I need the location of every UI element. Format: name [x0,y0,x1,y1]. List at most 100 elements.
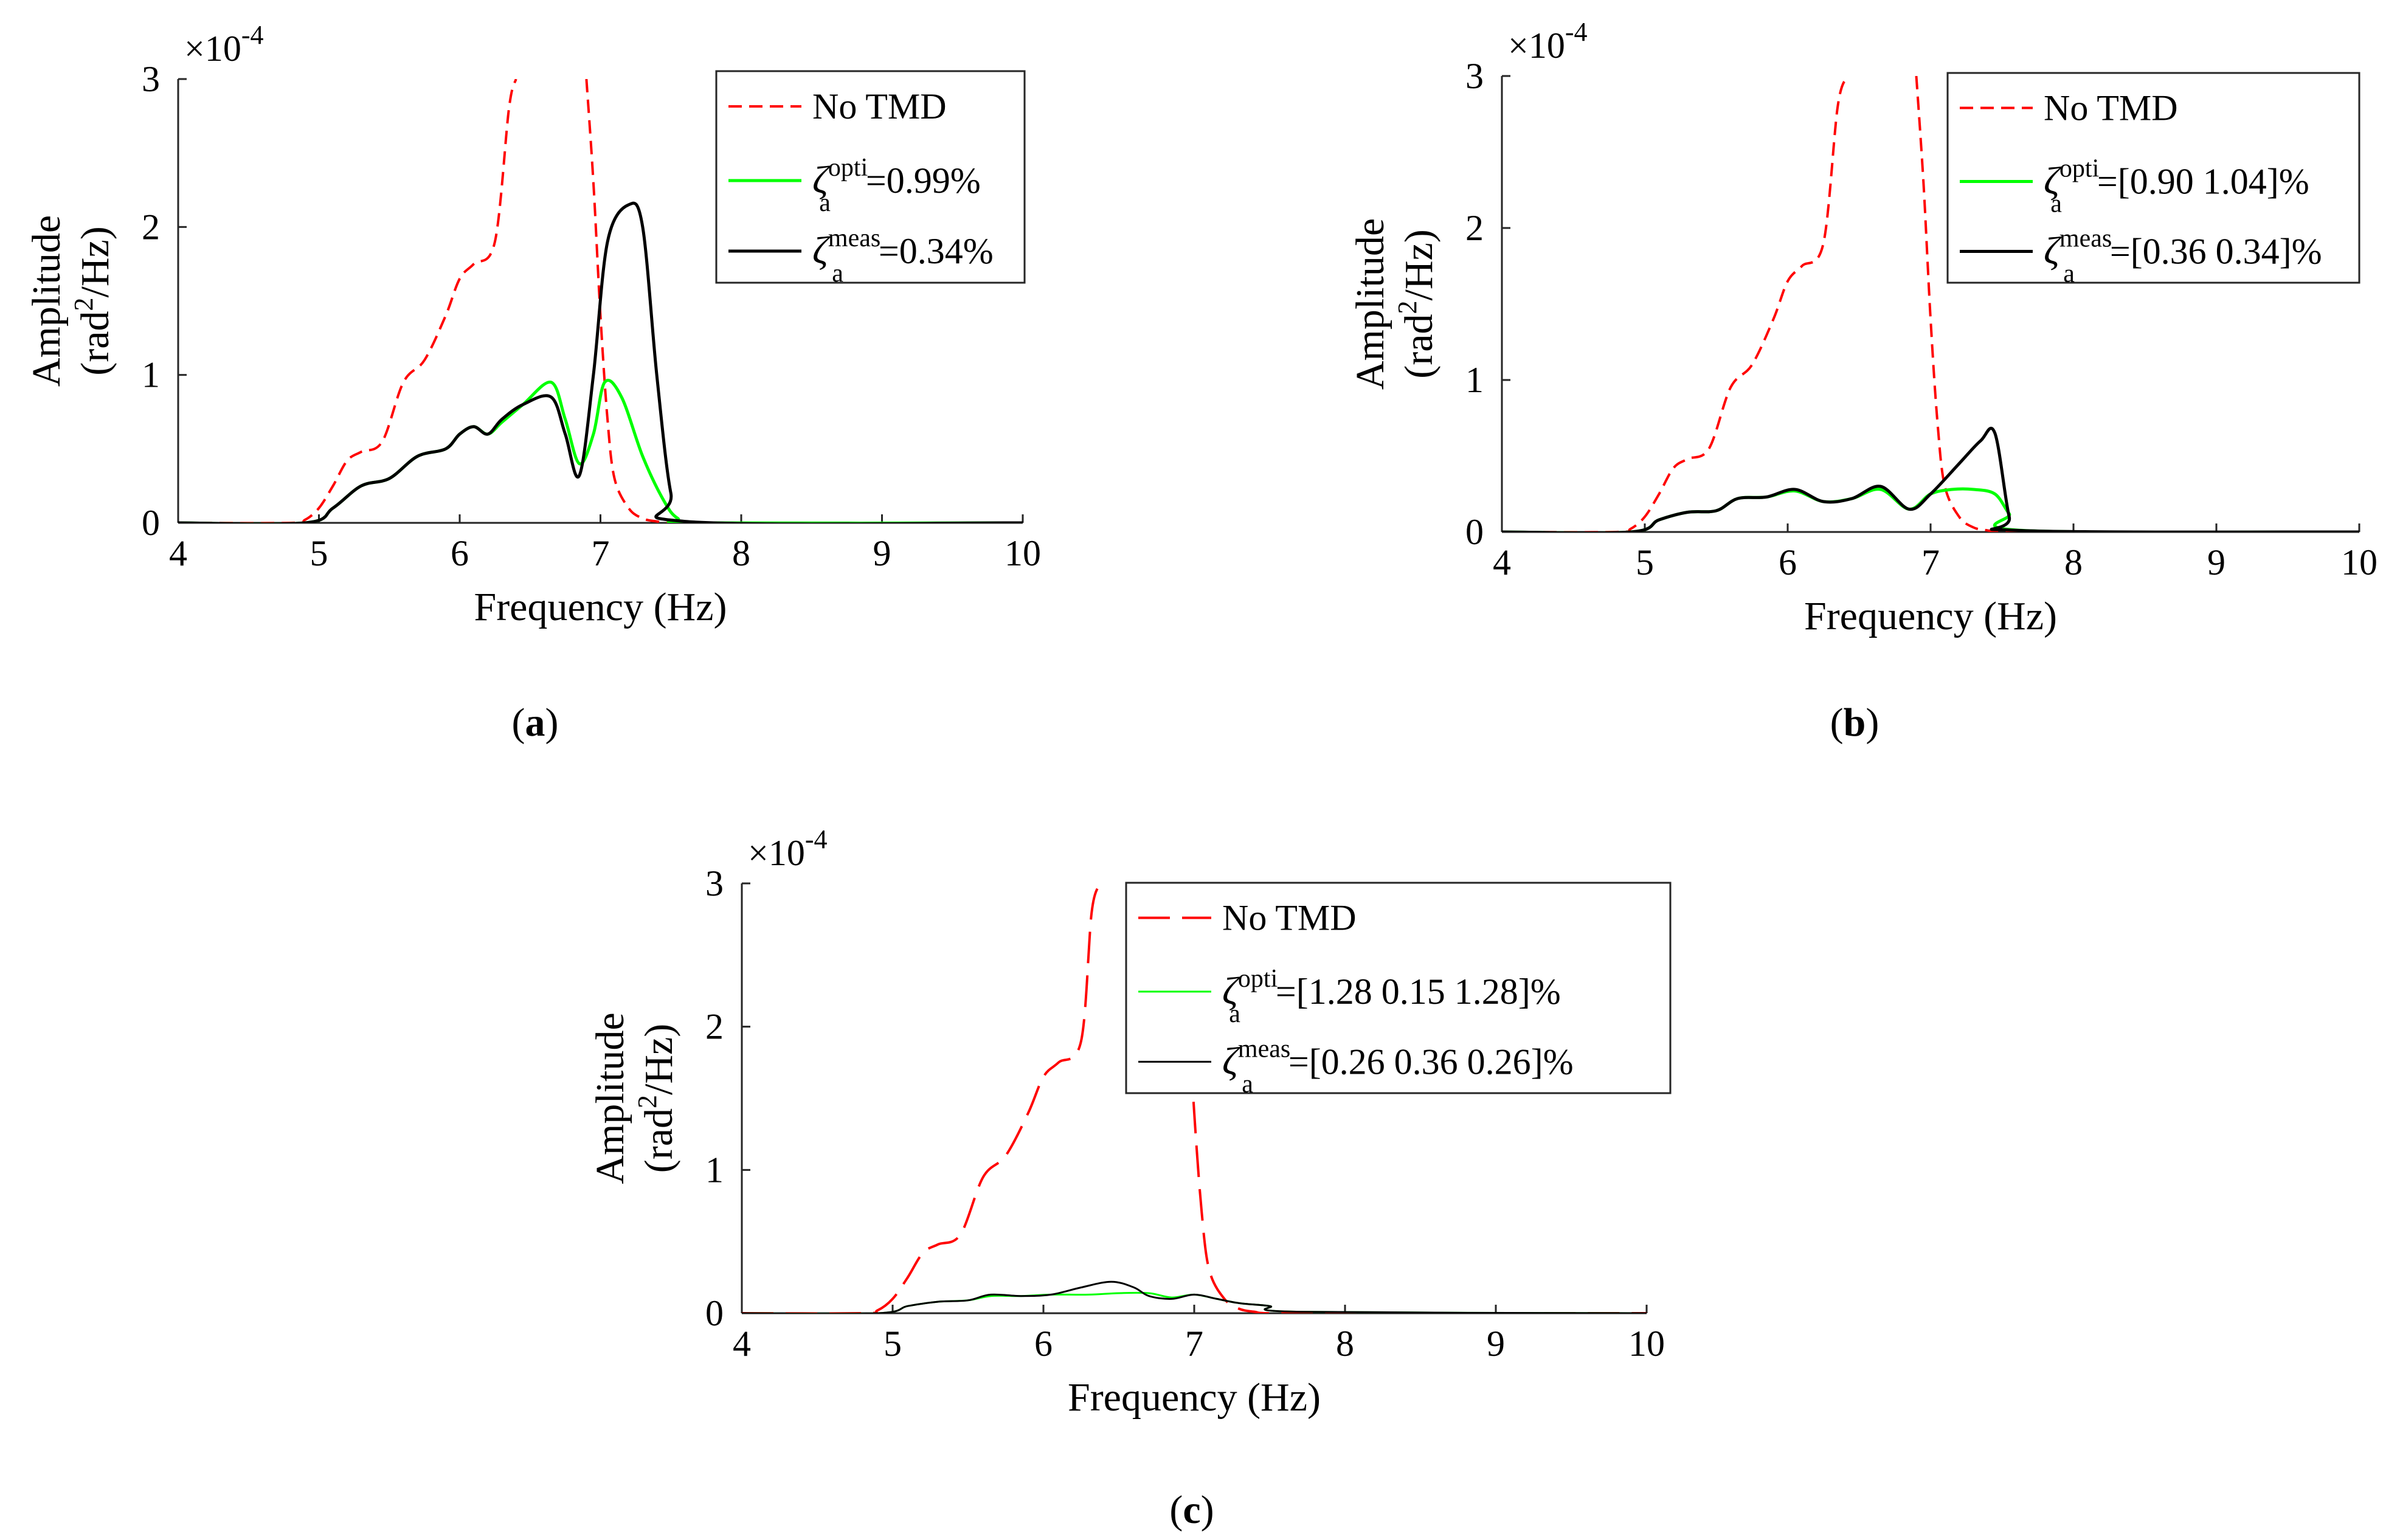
legend-superscript: meas [1238,1035,1290,1063]
legend-symbol: ζ [1222,1039,1240,1082]
panel-label-open: ( [512,700,525,745]
legend-symbol: ζ [812,229,831,272]
exponent-value: -4 [805,824,828,854]
legend-entry-3: ζmeas a =0.34% [812,224,994,288]
y-tick-label: 1 [705,1150,724,1190]
series-line-no-tmd [178,79,517,523]
legend-value: =[0.26 0.36 0.26]% [1288,1041,1574,1082]
panel-label: (b) [1830,700,1880,745]
legend-superscript: opti [1238,965,1278,993]
x-tick-label: 9 [873,533,891,573]
exponent-label: ×10-4 [748,824,828,873]
x-tick-label: 6 [1779,542,1797,582]
y-tick-label: 3 [1465,56,1484,96]
legend-subscript: a [1242,1070,1253,1098]
x-tick-label: 6 [451,533,469,573]
y-label-unit: (rad [73,311,117,376]
series-line-zeta-opti [178,379,1023,523]
panel-label: (a) [512,700,559,745]
x-tick-label: 7 [592,533,610,573]
x-axis-label: Frequency (Hz) [1804,594,2057,638]
series-line-no-tmd [742,883,1102,1313]
y-label-sup: 2 [632,1095,662,1108]
y-tick-label: 2 [705,1007,724,1047]
x-tick-label: 9 [2207,542,2225,582]
y-tick-label: 2 [1465,208,1484,248]
x-tick-label: 5 [1636,542,1654,582]
x-tick-label: 10 [1005,533,1041,573]
legend-subscript: a [832,260,843,288]
legend-subscript: a [2063,260,2075,288]
exponent-label: ×10-4 [184,20,264,69]
x-tick-label: 7 [1185,1324,1203,1364]
series-line-zeta-meas [178,201,1023,523]
legend-entry-0: No TMD [2044,88,2178,128]
legend-box [1125,882,1672,1094]
x-tick-label: 9 [1487,1324,1505,1364]
legend-symbol: ζ [2044,159,2062,202]
panel-label: (c) [1169,1488,1214,1532]
y-label-unit: (rad [637,1108,681,1173]
panel-label-letter: c [1183,1488,1200,1532]
x-tick-label: 8 [732,533,750,573]
x-axis-label: Frequency (Hz) [1068,1375,1321,1420]
legend-entry-2: ζopti a =[1.28 0.15 1.28]% [1222,965,1561,1028]
series-line-no-tmd [1502,76,1849,532]
y-axis-label-line2: (rad2/Hz) [1392,229,1441,379]
series-line-no-tmd-descent [1915,76,2359,532]
panel-label-letter: b [1844,700,1866,745]
series-line-zeta-meas [742,1280,1647,1313]
panel-label-close: ) [1866,700,1879,745]
legend-superscript: meas [828,224,880,252]
x-tick-label: 8 [2064,542,2083,582]
x-tick-label: 8 [1336,1324,1354,1364]
legend-entry-3: ζmeas a =[0.26 0.36 0.26]% [1222,1035,1574,1098]
chart-panel-b: 4 5 6 7 8 9 10 0 1 2 3 ×10-4 Frequency (Hz) Amplitude… [1348,17,2378,745]
y-tick-label: 1 [1465,360,1484,400]
exponent-base: ×10 [748,833,805,873]
exponent-value: -4 [1565,17,1588,47]
y-axis-label-line2: (rad2/Hz) [69,226,117,376]
legend-subscript: a [2050,190,2062,218]
panel-label-open: ( [1169,1488,1183,1532]
legend-superscript: opti [2059,155,2099,183]
series-group [178,79,1023,523]
legend-entry-2: ζopti a =[0.90 1.04]% [2044,155,2309,218]
exponent-label: ×10-4 [1508,17,1588,66]
x-tick-label: 10 [1628,1324,1665,1364]
legend-value: =0.34% [879,231,994,271]
series-line-zeta-meas [1502,427,2359,532]
y-tick-label: 2 [142,207,160,247]
x-tick-label: 4 [1493,542,1511,582]
legend-box [1946,72,2360,284]
x-axis-label: Frequency (Hz) [474,585,727,629]
legend-entry-0: No TMD [812,86,947,126]
legend-value: =[0.36 0.34]% [2110,232,2322,272]
x-tick-label: 7 [1921,542,1940,582]
x-tick-label: 5 [884,1324,902,1364]
y-label-sup: 2 [1392,301,1422,314]
y-tick-label: 3 [142,59,160,99]
x-tick-label: 6 [1034,1324,1053,1364]
exponent-base: ×10 [184,29,241,69]
x-tick-label: 5 [310,533,328,573]
legend-superscript: opti [828,154,868,182]
legend-value: =[1.28 0.15 1.28]% [1276,972,1561,1012]
legend-subscript: a [819,189,831,217]
chart-panel-a: 4 5 6 7 8 9 10 0 1 2 3 ×10-4 Frequency (Hz) Amplitude… [24,20,1041,745]
y-axis-label-line1: Amplitude [1348,218,1392,390]
panel-label-open: ( [1830,700,1844,745]
y-axis-label-line1: Amplitude [24,215,69,387]
x-tick-label: 10 [2341,542,2378,582]
y-label-unit-rest: /Hz) [73,226,117,297]
y-tick-label: 0 [705,1293,724,1333]
legend-symbol: ζ [2044,229,2062,272]
legend-symbol: ζ [1222,969,1240,1012]
panel-label-letter: a [525,700,545,745]
panel-label-close: ) [545,700,559,745]
panel-label-close: ) [1201,1488,1214,1532]
x-tick-label: 4 [169,533,187,573]
x-tick-label: 4 [733,1324,751,1364]
